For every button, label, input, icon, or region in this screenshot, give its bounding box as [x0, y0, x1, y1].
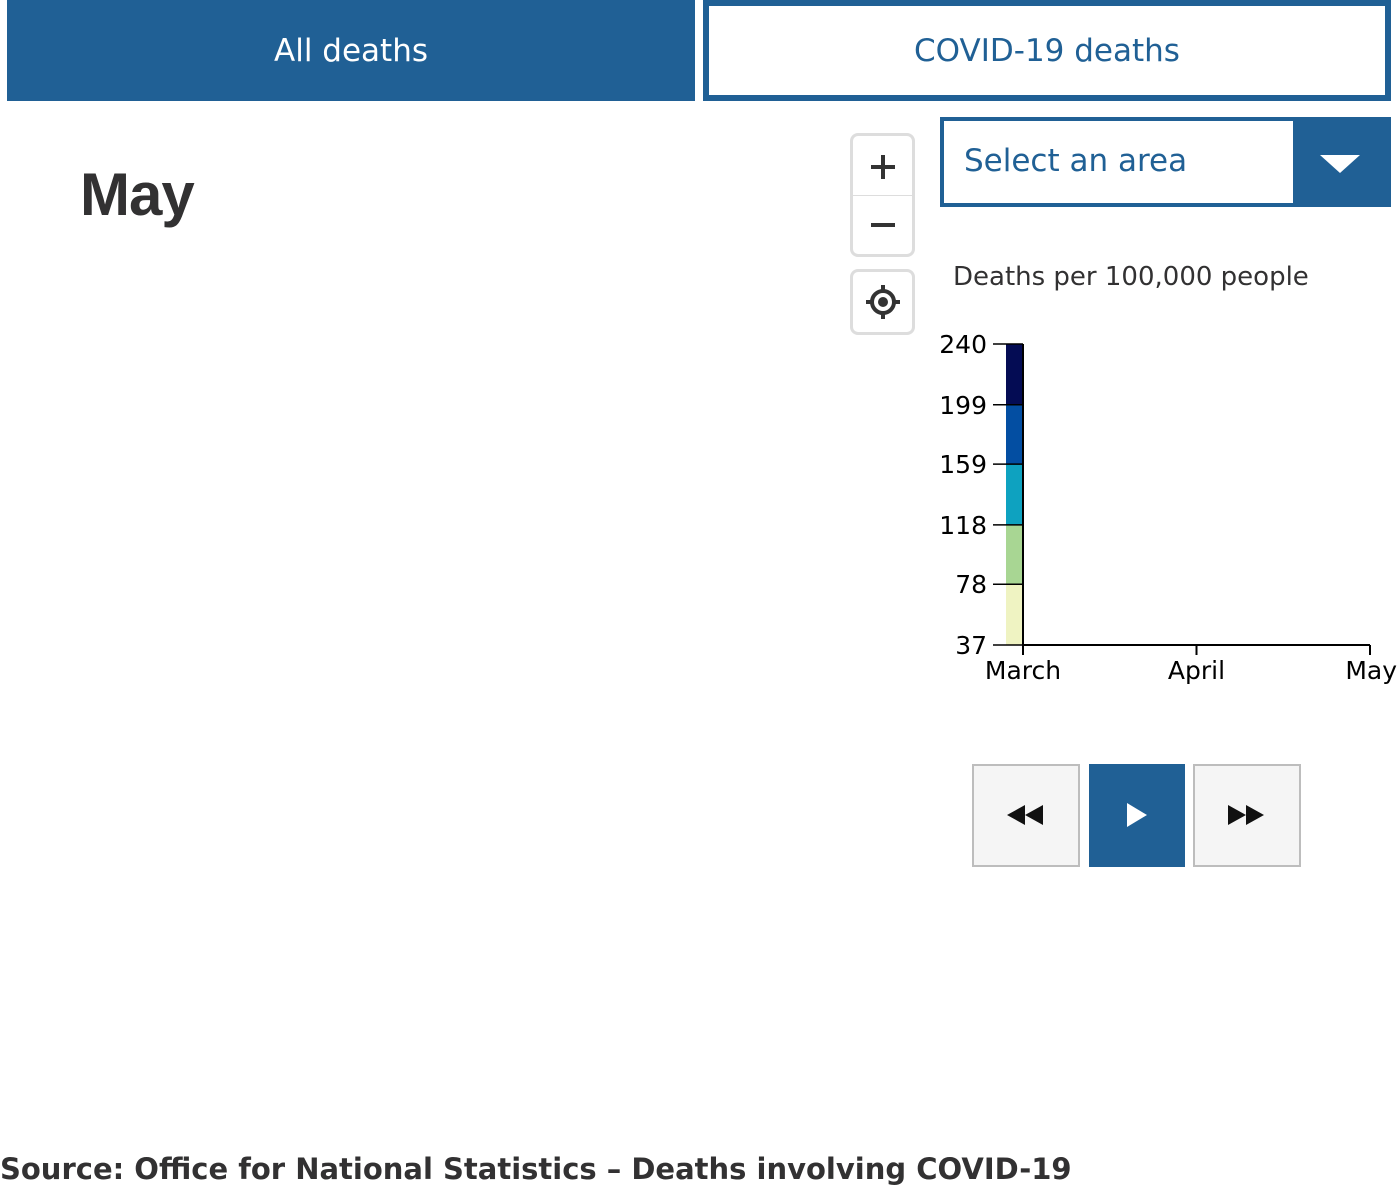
color-band-0 — [1006, 584, 1023, 645]
play-button[interactable] — [1089, 764, 1185, 867]
x-tick-label-0: March — [985, 656, 1061, 685]
zoom-out-button[interactable] — [853, 196, 912, 254]
y-tick-label-3: 159 — [939, 450, 987, 479]
y-tick-label-1: 78 — [955, 570, 987, 599]
chevron-down-icon — [1320, 155, 1360, 173]
area-select-dropdown[interactable]: Select an area — [940, 117, 1391, 207]
play-icon — [1127, 803, 1147, 827]
fast-forward-icon — [1228, 805, 1264, 825]
rewind-icon — [1007, 805, 1043, 825]
area-select-label: Select an area — [964, 143, 1188, 179]
y-tick-label-0: 37 — [955, 631, 987, 660]
x-tick-label-1: April — [1168, 656, 1225, 685]
legend-title: Deaths per 100,000 people — [953, 262, 1309, 292]
locate-button[interactable] — [853, 272, 912, 331]
tab-all-deaths[interactable]: All deaths — [7, 0, 695, 101]
color-band-1 — [1006, 524, 1023, 585]
y-tick-label-4: 199 — [939, 391, 987, 420]
legend-chart: 37 78 118 159 199 240 March April May — [939, 330, 1397, 685]
zoom-controls — [850, 133, 915, 257]
fast-forward-button[interactable] — [1193, 764, 1301, 867]
y-tick-label-5: 240 — [939, 330, 987, 359]
month-title: May — [80, 161, 195, 228]
zoom-in-button[interactable] — [853, 136, 912, 196]
y-tick-label-2: 118 — [939, 511, 987, 540]
x-tick-label-2: May — [1345, 656, 1397, 685]
tab-all-deaths-label: All deaths — [274, 32, 428, 69]
area-select-toggle[interactable] — [1293, 121, 1387, 203]
target-icon — [865, 284, 900, 319]
tab-covid-deaths-label: COVID-19 deaths — [914, 32, 1180, 69]
tab-covid-deaths[interactable]: COVID-19 deaths — [703, 0, 1391, 101]
color-band-2 — [1006, 464, 1023, 525]
source-note: Source: Office for National Statistics –… — [0, 1152, 1072, 1186]
rewind-button[interactable] — [972, 764, 1080, 867]
color-band-3 — [1006, 404, 1023, 465]
color-band-4 — [1006, 344, 1023, 405]
locate-control — [850, 269, 915, 335]
